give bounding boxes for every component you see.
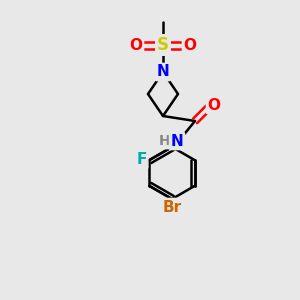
Text: O: O [184, 38, 196, 52]
Text: N: N [171, 134, 183, 148]
Text: F: F [136, 152, 147, 167]
Text: N: N [157, 64, 169, 80]
Text: Br: Br [162, 200, 182, 214]
Text: H: H [158, 134, 170, 148]
Text: O: O [130, 38, 142, 52]
Text: O: O [208, 98, 220, 112]
Text: S: S [157, 36, 169, 54]
